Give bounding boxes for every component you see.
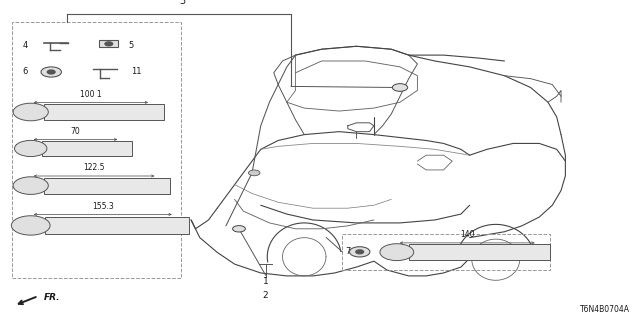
Text: 155.3: 155.3: [92, 202, 113, 211]
Circle shape: [47, 70, 55, 74]
Text: 3: 3: [179, 0, 186, 6]
Circle shape: [13, 103, 49, 121]
Text: 140: 140: [460, 230, 474, 239]
Text: 122.5: 122.5: [83, 163, 105, 172]
Text: 12: 12: [14, 181, 24, 190]
Text: 10: 10: [14, 144, 24, 153]
Text: T6N4B0704A: T6N4B0704A: [580, 305, 630, 314]
Text: 1: 1: [263, 277, 268, 286]
Bar: [99, 40, 118, 47]
Circle shape: [232, 226, 245, 232]
Circle shape: [356, 250, 364, 254]
Circle shape: [392, 84, 408, 91]
Text: 70: 70: [70, 127, 81, 136]
Bar: [12, 22, 181, 278]
Circle shape: [15, 140, 47, 156]
Text: 2: 2: [263, 292, 268, 300]
Bar: [44, 178, 170, 194]
Bar: [42, 141, 132, 156]
Text: 11: 11: [131, 68, 141, 76]
Circle shape: [41, 67, 61, 77]
Text: 7: 7: [346, 247, 351, 256]
Text: 4: 4: [22, 41, 28, 50]
Text: 6: 6: [22, 68, 28, 76]
Circle shape: [105, 42, 113, 46]
Bar: [44, 104, 164, 120]
Bar: [409, 244, 550, 260]
Bar: [342, 234, 550, 270]
Text: FR.: FR.: [44, 293, 60, 302]
Text: 100 1: 100 1: [80, 90, 102, 99]
Text: 5: 5: [128, 41, 133, 50]
Circle shape: [380, 244, 413, 260]
Circle shape: [13, 177, 49, 194]
Text: 13: 13: [13, 221, 24, 230]
Text: 9: 9: [387, 247, 392, 256]
Circle shape: [349, 247, 370, 257]
Circle shape: [12, 216, 50, 235]
Text: 8: 8: [19, 108, 24, 117]
Circle shape: [248, 170, 260, 176]
Bar: [45, 217, 189, 234]
